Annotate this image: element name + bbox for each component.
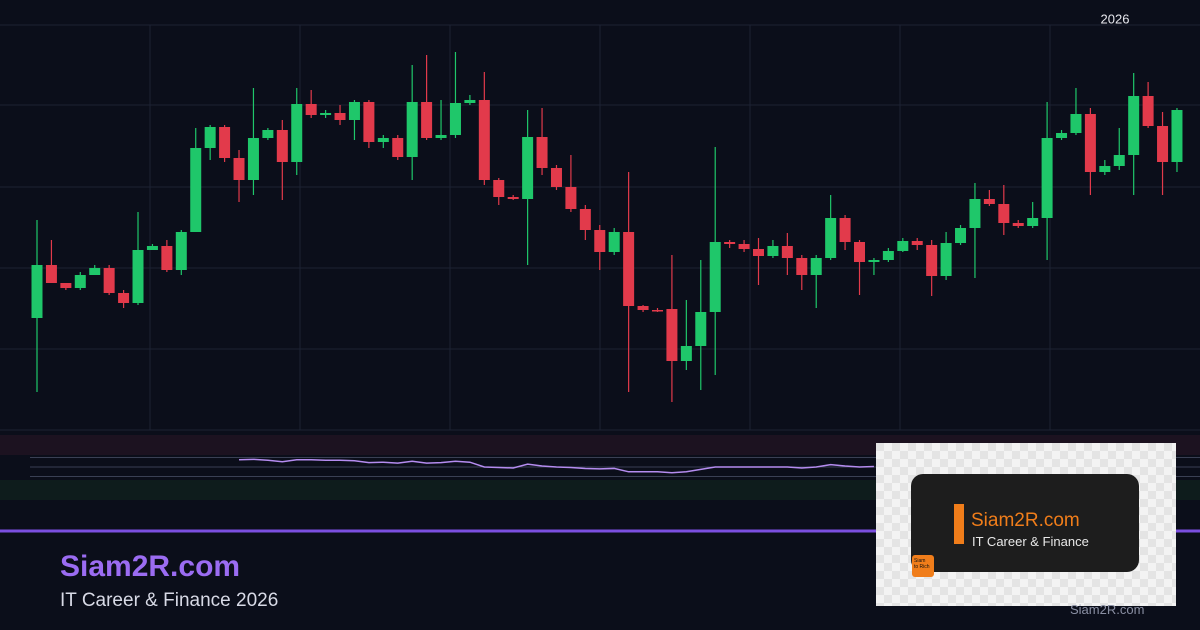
candle-body (565, 187, 577, 209)
candle-body (377, 138, 389, 142)
candle-body (1157, 126, 1169, 162)
candle-body (348, 102, 360, 120)
candle-body (363, 102, 375, 142)
candle-body (103, 268, 115, 293)
candle-body (204, 127, 216, 148)
candle-body (767, 246, 779, 256)
candle-body (45, 265, 57, 283)
candle-body (276, 130, 288, 162)
candle-body (146, 246, 158, 250)
candle-body (897, 241, 909, 251)
candle-body (464, 100, 476, 103)
candle-body (305, 104, 317, 115)
candle-body (810, 258, 822, 275)
candle-body (1027, 218, 1039, 226)
candle-body (868, 260, 880, 262)
candle-body (651, 310, 663, 312)
candle-body (579, 209, 591, 230)
candle-body (161, 246, 173, 270)
candle-body (911, 241, 923, 245)
candle-body (507, 197, 519, 199)
candle-body (406, 102, 418, 157)
candle-body (478, 100, 490, 180)
footer-title: Siam2R.com (60, 550, 241, 583)
candle-body (854, 242, 866, 262)
candle-body (839, 218, 851, 242)
candle-body (753, 249, 764, 256)
indicator-line (238, 458, 874, 474)
candle-body (680, 346, 692, 361)
logo-bar (954, 504, 964, 544)
candle-body (449, 103, 461, 135)
candle-body (1128, 96, 1140, 155)
candle-body (623, 232, 635, 306)
candle-body (132, 250, 144, 303)
candle-body (940, 243, 952, 276)
candle-body (882, 251, 894, 260)
footer-subtitle: IT Career & Finance 2026 (60, 590, 279, 611)
candle-body (1041, 138, 1053, 218)
candle-body (926, 245, 938, 276)
candle-body (522, 137, 534, 199)
logo-title: Siam2R.com (971, 510, 1080, 531)
candle-body (536, 137, 548, 168)
candle-body (262, 130, 274, 138)
period-label: 2026 (1101, 11, 1130, 26)
candle-body (796, 258, 808, 275)
candle-body (74, 275, 86, 288)
candle-body (1012, 223, 1024, 226)
candle-body (608, 232, 620, 252)
candle-body (594, 230, 606, 252)
candle-body (983, 199, 995, 204)
icon-text: Siam (914, 558, 926, 564)
candle-body (666, 309, 678, 361)
candle-body (320, 113, 332, 115)
candle-body (334, 113, 346, 120)
candle-body (969, 199, 981, 228)
candle-body (695, 312, 707, 346)
logo-card (911, 474, 1139, 572)
candle-body (1099, 166, 1111, 172)
candle-body (1056, 133, 1068, 138)
candle-body (392, 138, 404, 157)
icon-text: to Rich (914, 564, 930, 570)
candle-body (233, 158, 245, 180)
candle-body (825, 218, 837, 258)
candle-body (955, 228, 967, 243)
candle-body (435, 135, 447, 138)
candle-body (291, 104, 303, 162)
candle-body (550, 168, 562, 187)
watermark: Siam2R.com (1070, 602, 1145, 617)
candle-body (1171, 110, 1183, 162)
candle-body (637, 306, 649, 310)
candle-body (781, 246, 793, 258)
v-grid (149, 25, 1051, 430)
candle-body (60, 283, 72, 288)
candle-body (89, 268, 101, 275)
candle-body (724, 242, 736, 244)
candle-body (493, 180, 505, 197)
candle-body (219, 127, 231, 158)
candle-body (247, 138, 259, 180)
candle-body (421, 102, 433, 138)
candle-body (118, 293, 130, 303)
candle-body (190, 148, 202, 232)
candle-body (1084, 114, 1096, 172)
candle-body (738, 244, 750, 249)
logo-overlay: Siam2R.com IT Career & Finance Siam to Ri… (876, 443, 1176, 606)
candle-body (998, 204, 1010, 223)
candle-body (175, 232, 187, 270)
candle-body (31, 265, 43, 318)
candle-body (1113, 155, 1125, 166)
candle-body (1142, 96, 1154, 126)
candle-body (709, 242, 721, 312)
logo-icon: Siam to Rich (912, 555, 934, 577)
candle-body (1070, 114, 1082, 133)
logo-subtitle: IT Career & Finance (972, 534, 1089, 549)
